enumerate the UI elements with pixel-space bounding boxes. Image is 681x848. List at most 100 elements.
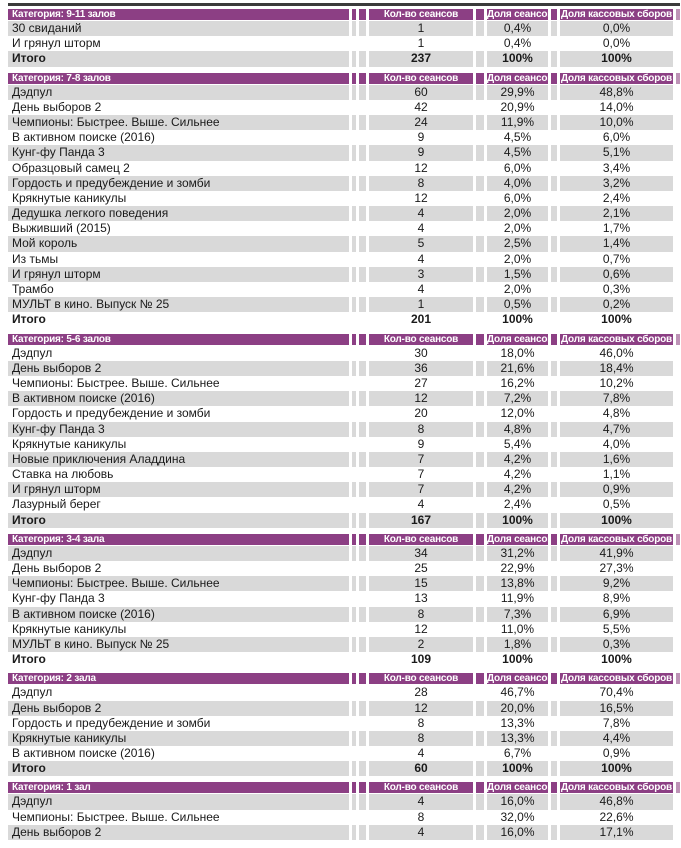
spacer-cell	[476, 730, 484, 747]
sessions-share-cell: 0,5%	[487, 297, 548, 313]
sessions-share-cell: 100%	[502, 312, 533, 327]
spacer-cell	[551, 636, 557, 653]
sessions-share-cell: 4,8%	[487, 421, 548, 437]
spacer-cell	[359, 561, 366, 576]
category-header-row: Категория: 7-8 залов Кол-во сеансов Доля с…	[8, 72, 681, 84]
spacer-cell	[476, 576, 484, 592]
spacer-cell	[359, 467, 366, 482]
spacer-cell	[551, 221, 557, 236]
sessions-share-cell: 11,9%	[500, 591, 535, 606]
spacer-cell	[551, 561, 557, 576]
row-edge-cell	[676, 497, 680, 512]
row-edge-cell	[676, 622, 680, 637]
spacer-cell	[359, 730, 366, 747]
spacer-cell	[359, 652, 366, 667]
film-title-cell: День выборов 2	[8, 700, 349, 716]
spacer-cell	[551, 606, 557, 622]
spacer-cell	[551, 437, 557, 452]
sessions-share-cell: 100%	[487, 761, 548, 777]
spacer-cell	[476, 100, 484, 115]
film-title-cell: Образцовый самец 2	[12, 160, 130, 175]
spacer-cell	[551, 746, 557, 761]
spacer-cell	[551, 21, 557, 37]
gross-share-cell: 4,7%	[560, 421, 673, 437]
spacer-cell	[476, 482, 484, 498]
sessions-share-cell: 20,9%	[500, 99, 535, 114]
sessions-share-cell: 2,4%	[503, 497, 532, 512]
sessions-share-cell: 5,4%	[503, 436, 532, 451]
sessions-count-cell: 27	[414, 375, 428, 390]
sessions-count-cell: 7	[369, 451, 473, 468]
spacer-cell	[359, 591, 366, 606]
column-header-sessions: Кол-во сеансов	[369, 72, 473, 84]
header-edge-cell	[676, 72, 680, 84]
spacer-cell	[359, 451, 366, 468]
row-edge-cell	[676, 746, 680, 761]
sessions-count-cell: 8	[417, 809, 425, 824]
row-edge-cell	[676, 115, 680, 130]
header-spacer-cell	[551, 9, 557, 20]
column-header-gross-share: Доля кассовых сборов	[560, 673, 673, 685]
sessions-count-cell: 9	[417, 436, 425, 451]
spacer-cell	[476, 685, 484, 700]
spacer-cell	[352, 497, 356, 512]
film-row: В активном поиске (2016) 12 7,2% 7,8%	[8, 391, 681, 407]
spacer-cell	[359, 36, 366, 51]
spacer-cell	[352, 297, 356, 313]
row-edge-cell	[676, 85, 680, 100]
spacer-cell	[352, 824, 356, 840]
film-row: И грянул шторм 7 4,2% 0,9%	[8, 482, 681, 498]
spacer-cell	[359, 191, 366, 206]
film-row: Ставка на любовь 7 4,2% 1,1%	[8, 467, 681, 482]
row-edge-cell	[676, 282, 680, 297]
film-title-cell: День выборов 2	[8, 360, 349, 376]
spacer-cell	[352, 467, 356, 482]
spacer-cell	[476, 467, 484, 482]
row-edge-cell	[676, 36, 680, 51]
column-header-gross-share: Доля кассовых сборов	[560, 533, 673, 545]
total-row: Итого 60 100% 100%	[8, 761, 681, 777]
spacer-cell	[551, 467, 557, 482]
row-edge-cell	[676, 100, 680, 115]
gross-share-cell: 0,5%	[602, 497, 631, 512]
category-label: Категория: 3-4 зала	[8, 533, 349, 545]
spacer-cell	[352, 312, 356, 327]
spacer-cell	[551, 191, 557, 206]
gross-share-cell: 14,0%	[599, 99, 634, 114]
sessions-share-cell: 2,0%	[503, 251, 532, 266]
spacer-cell	[476, 191, 484, 206]
gross-share-cell: 17,1%	[560, 824, 673, 840]
sessions-count-cell: 7	[417, 467, 425, 482]
spacer-cell	[551, 36, 557, 51]
header-spacer-cell	[551, 72, 557, 84]
film-row: Чемпионы: Быстрее. Выше. Сильнее 8 32,0% 22…	[8, 810, 681, 825]
spacer-cell	[352, 700, 356, 716]
spacer-cell	[476, 700, 484, 716]
sessions-share-cell: 11,0%	[500, 621, 535, 636]
film-row: Мой король 5 2,5% 1,4%	[8, 236, 681, 252]
sessions-count-cell: 3	[369, 266, 473, 282]
header-spacer-cell	[352, 72, 356, 84]
sessions-share-cell: 0,4%	[503, 36, 532, 51]
total-row: Итого 167 100% 100%	[8, 512, 681, 528]
film-row: Новые приключения Аладдина 7 4,2% 1,6%	[8, 451, 681, 468]
spacer-cell	[352, 606, 356, 622]
sessions-share-cell: 100%	[502, 652, 533, 667]
spacer-cell	[476, 437, 484, 452]
total-label-cell: Итого	[12, 312, 46, 327]
spacer-cell	[476, 761, 484, 777]
total-label-cell: Итого	[8, 512, 349, 528]
spacer-cell	[352, 236, 356, 252]
film-title-cell: День выборов 2	[12, 99, 102, 114]
total-row: Итого 109 100% 100%	[8, 652, 681, 667]
spacer-cell	[476, 545, 484, 561]
sessions-count-cell: 8	[369, 421, 473, 437]
spacer-cell	[352, 716, 356, 731]
spacer-cell	[476, 451, 484, 468]
spacer-cell	[359, 297, 366, 313]
column-header-sessions: Кол-во сеансов	[369, 533, 473, 545]
category-header-row: Категория: 9-11 залов Кол-во сеансов Доля …	[8, 9, 681, 20]
spacer-cell	[359, 685, 366, 700]
gross-share-cell: 8,9%	[602, 591, 631, 606]
gross-share-cell: 6,9%	[560, 606, 673, 622]
